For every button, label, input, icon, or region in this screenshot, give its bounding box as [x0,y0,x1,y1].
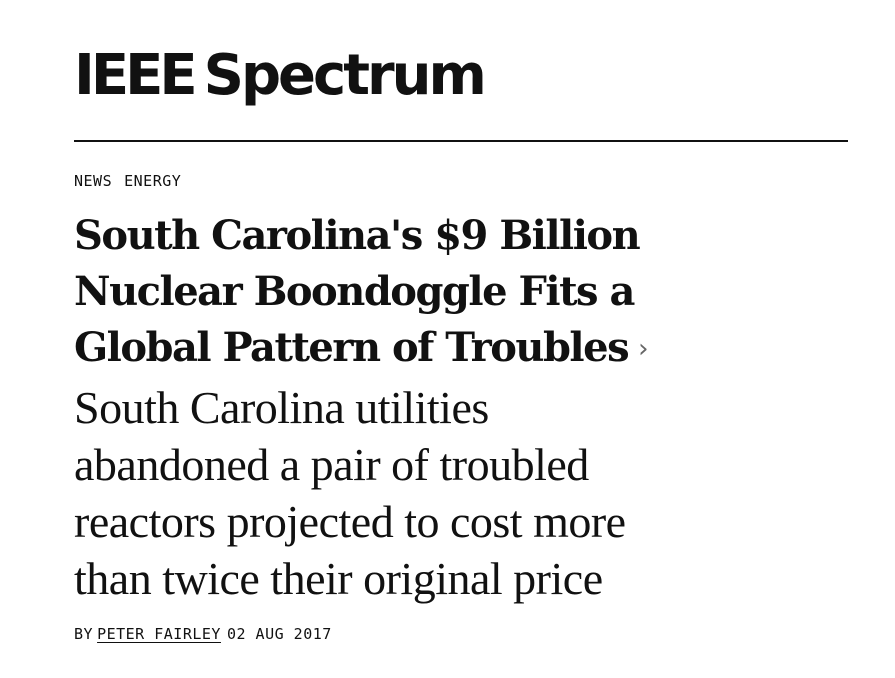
chevron-right-icon: › [638,334,649,364]
site-logo[interactable]: IEEE Spectrum [74,44,848,108]
logo-spectrum: Spectrum [203,43,487,108]
byline: BY PETER FAIRLEY 02 AUG 2017 [74,623,848,645]
article-headline-link[interactable]: South Carolina's $9 Billion Nuclear Boon… [74,208,848,377]
headline-line: Global Pattern of Troubles [74,324,630,371]
tag-list: NEWS ENERGY [74,170,848,192]
article-card: IEEE Spectrum NEWS ENERGY South Carolina's… [74,0,848,645]
header-divider [74,140,848,142]
headline-line-last: Global Pattern of Troubles › [74,320,848,377]
publish-date: 02 AUG 2017 [226,625,332,643]
tag-energy[interactable]: ENERGY [124,172,182,190]
byline-prefix: BY [74,625,94,643]
headline-line: South Carolina's $9 Billion [74,212,641,259]
headline-line: Nuclear Boondoggle Fits a [74,268,635,315]
tag-news[interactable]: NEWS [74,172,113,190]
article-dek: South Carolina utilities abandoned a pai… [74,379,848,607]
dek-line: abandoned a pair of troubled [74,439,589,490]
author-link[interactable]: PETER FAIRLEY [97,625,221,643]
dek-line: than twice their original price [74,553,603,604]
logo-ieee: IEEE [74,43,198,108]
dek-line: reactors projected to cost more [74,496,626,547]
dek-line: South Carolina utilities [74,382,489,433]
